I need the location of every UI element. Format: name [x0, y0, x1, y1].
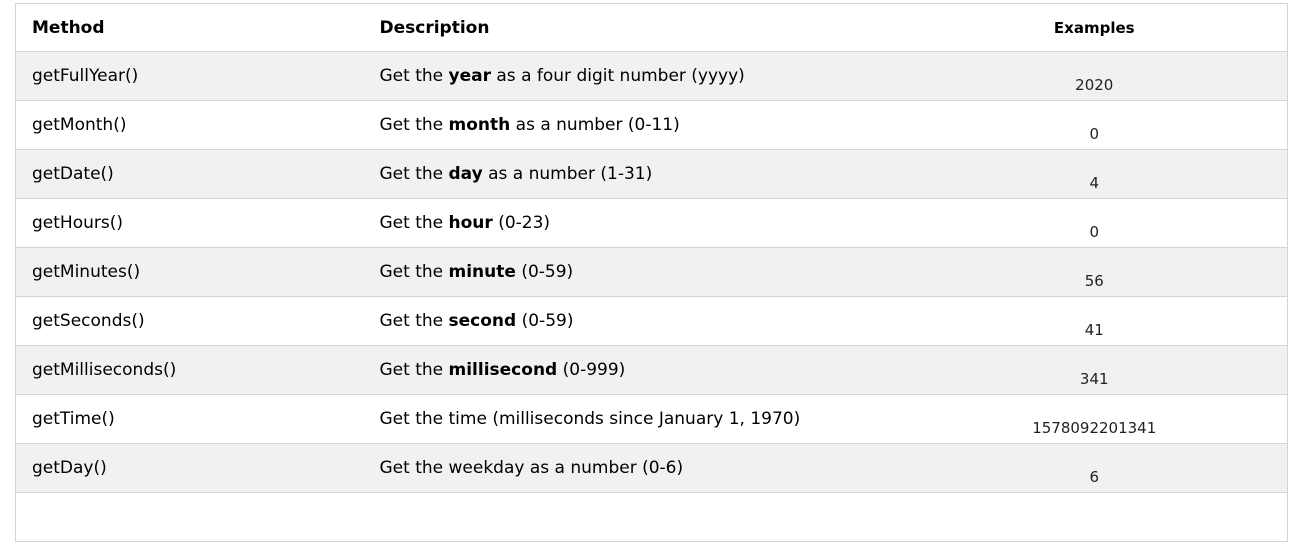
method-cell: getFullYear() [15, 51, 364, 101]
date-methods-table: Method Description Examples getFullYear(… [15, 3, 1288, 542]
example-value: 56 [901, 247, 1288, 297]
description-keyword: millisecond [448, 360, 558, 380]
description-text: Get the [379, 360, 449, 380]
table-row: getHours() Get the hour (0-23) 0 [15, 198, 1288, 248]
description-text: Get the weekday as a number (0-6) [379, 458, 684, 478]
method-cell: getTime() [15, 394, 364, 444]
description-cell: Get the year as a four digit number (yyy… [363, 51, 902, 101]
description-text: Get the [379, 164, 449, 184]
column-header-method: Method [15, 3, 364, 52]
description-text: Get the [379, 213, 449, 233]
example-value: 1578092201341 [901, 394, 1288, 444]
description-cell: Get the month as a number (0-11) [363, 100, 902, 150]
description-text: Get the time (milliseconds since January… [379, 409, 801, 429]
example-value: 4 [901, 149, 1288, 199]
method-cell: getMinutes() [15, 247, 364, 297]
description-cell: Get the second (0-59) [363, 296, 902, 346]
description-keyword: year [448, 66, 491, 86]
table-row: getSeconds() Get the second (0-59) 41 [15, 296, 1288, 346]
date-methods-reference: Method Description Examples getFullYear(… [15, 3, 1288, 542]
description-text: as a number (0-11) [510, 115, 680, 135]
description-cell: Get the minute (0-59) [363, 247, 902, 297]
table-row: getTime() Get the time (milliseconds sinc… [15, 394, 1288, 444]
description-keyword: day [448, 164, 483, 184]
table-row: getMonth() Get the month as a number (0-1… [15, 100, 1288, 150]
method-cell: getMilliseconds() [15, 345, 364, 395]
table-body: getFullYear() Get the year as a four digi… [15, 51, 1288, 542]
table-row: getMinutes() Get the minute (0-59) 56 [15, 247, 1288, 297]
description-text: as a four digit number (yyyy) [490, 66, 745, 86]
description-text: (0-59) [516, 311, 574, 331]
method-cell: getDay() [15, 443, 364, 493]
description-keyword: month [448, 115, 511, 135]
description-text: (0-59) [515, 262, 574, 282]
table-row: getFullYear() Get the year as a four digi… [15, 51, 1288, 101]
description-keyword: hour [448, 213, 493, 233]
description-text: Get the [379, 115, 449, 135]
method-cell: getDate() [15, 149, 364, 199]
column-header-description: Description [363, 3, 902, 52]
example-value: 2020 [901, 51, 1288, 101]
description-text: Get the [379, 66, 449, 86]
table-row: getMilliseconds() Get the millisecond (0-… [15, 345, 1288, 395]
table-row: getDay() Get the weekday as a number (0-6… [15, 443, 1288, 493]
example-value: 341 [901, 345, 1288, 395]
description-keyword: minute [448, 262, 516, 282]
description-text: (0-23) [492, 213, 551, 233]
description-cell: Get the time (milliseconds since January… [363, 394, 902, 444]
example-value: 6 [901, 443, 1288, 493]
method-cell: getHours() [15, 198, 364, 248]
description-keyword: second [448, 311, 517, 331]
description-cell: Get the hour (0-23) [363, 198, 902, 248]
description-cell [363, 492, 902, 542]
example-value: 0 [901, 198, 1288, 248]
table-row-partial [15, 492, 1288, 542]
example-value: 41 [901, 296, 1288, 346]
example-value [901, 492, 1288, 542]
description-cell: Get the day as a number (1-31) [363, 149, 902, 199]
method-cell [15, 492, 364, 542]
method-cell: getMonth() [15, 100, 364, 150]
header-row: Method Description Examples [15, 3, 1288, 52]
description-text: Get the [379, 262, 449, 282]
description-text: as a number (1-31) [482, 164, 653, 184]
description-text: (0-999) [557, 360, 626, 380]
method-cell: getSeconds() [15, 296, 364, 346]
table-row: getDate() Get the day as a number (1-31) 4 [15, 149, 1288, 199]
column-header-examples: Examples [901, 3, 1288, 52]
example-value: 0 [901, 100, 1288, 150]
description-text: Get the [379, 311, 449, 331]
description-cell: Get the millisecond (0-999) [363, 345, 902, 395]
description-cell: Get the weekday as a number (0-6) [363, 443, 902, 493]
